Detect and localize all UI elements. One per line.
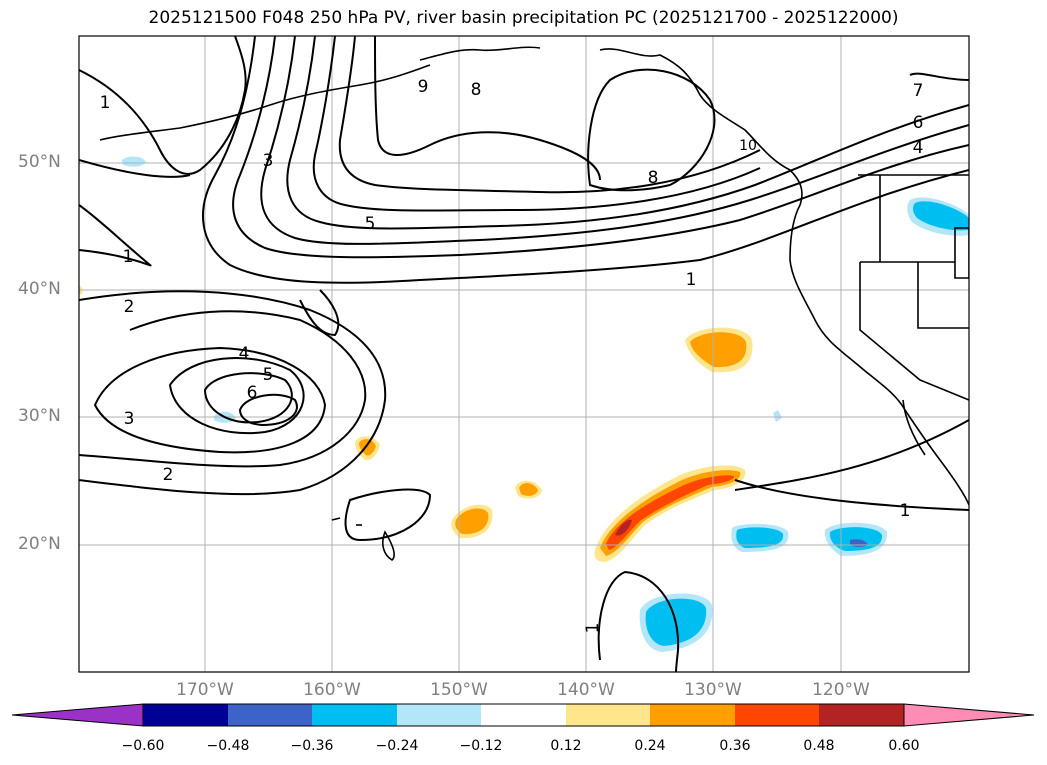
colorbar-cell	[481, 704, 566, 726]
contour-label: 9	[418, 77, 429, 97]
coastlines	[99, 46, 969, 561]
colorbar-under-arrow	[11, 703, 144, 727]
colorbar-cell	[819, 704, 904, 726]
lat-label-40n: 40°N	[18, 279, 61, 299]
colorbar-tick-label: 0.36	[719, 738, 751, 754]
colorbar-cell	[650, 704, 735, 726]
colorbar-cell	[397, 704, 481, 726]
contour-label: 2	[124, 297, 135, 317]
positive-anomaly-hawaii-ne	[355, 436, 542, 539]
contour-label: 4	[239, 344, 250, 364]
lon-label-140w: 140°W	[557, 680, 615, 700]
contour-label: 10	[739, 138, 757, 154]
positive-anomaly-north	[685, 327, 753, 373]
lon-label-150w: 150°W	[430, 680, 488, 700]
contour-label: 6	[247, 383, 258, 403]
colorbar-tick-label: 0.24	[634, 738, 666, 754]
lon-label-160w: 160°W	[303, 680, 361, 700]
colorbar-tick-label: 0.48	[803, 738, 835, 754]
contour-label: 5	[365, 214, 376, 234]
contour-label: 1	[686, 270, 697, 290]
contour-label: 1	[900, 501, 911, 521]
lon-label-170w: 170°W	[176, 680, 234, 700]
colorbar-over-arrow	[903, 703, 1035, 727]
contour-label: 7	[913, 81, 924, 101]
contour-label: 6	[913, 113, 924, 133]
colorbar-tick-label: −0.60	[121, 738, 165, 754]
contour-label: 4	[913, 138, 924, 158]
lon-label-120w: 120°W	[812, 680, 870, 700]
lat-label-20n: 20°N	[18, 534, 61, 554]
colorbar-cell	[312, 704, 397, 726]
colorbar-cell	[735, 704, 819, 726]
colorbar-tick-label: −0.12	[459, 738, 503, 754]
pv-contours	[79, 36, 969, 672]
contour-label: 3	[124, 409, 135, 429]
colorbar-cell	[228, 704, 312, 726]
contour-label: 1	[100, 93, 111, 113]
lat-label-30n: 30°N	[18, 406, 61, 426]
contour-label: 1	[123, 247, 134, 267]
map-title: 2025121500 F048 250 hPa PV, river basin …	[148, 8, 899, 28]
colorbar-tick-label: 0.60	[888, 738, 920, 754]
gridlines	[79, 36, 969, 672]
contour-label: 8	[471, 80, 482, 100]
contour-label: 2	[163, 465, 174, 485]
colorbar-cell	[566, 704, 650, 726]
colorbar-tick-label: −0.36	[290, 738, 334, 754]
contour-label: 1	[583, 623, 603, 634]
map-frame	[78, 35, 970, 673]
colorbar	[11, 703, 1035, 727]
lon-label-130w: 130°W	[684, 680, 742, 700]
contour-label: 3	[263, 151, 274, 171]
positive-anomaly-offshore	[594, 465, 746, 562]
contour-label: 5	[263, 365, 274, 385]
colorbar-outline	[142, 703, 905, 727]
colorbar-tick-label: 0.12	[550, 738, 582, 754]
contour-labels: 1 3 9 8 5 8 6 4 7 1 2 4 5 6 3 2 1 1 10 1	[100, 77, 924, 633]
colorbar-tick-label: −0.24	[375, 738, 419, 754]
colorbar-cell	[143, 704, 228, 726]
contour-label: 8	[648, 168, 659, 188]
colorbar-tick-label: −0.48	[206, 738, 250, 754]
lat-label-50n: 50°N	[18, 152, 61, 172]
